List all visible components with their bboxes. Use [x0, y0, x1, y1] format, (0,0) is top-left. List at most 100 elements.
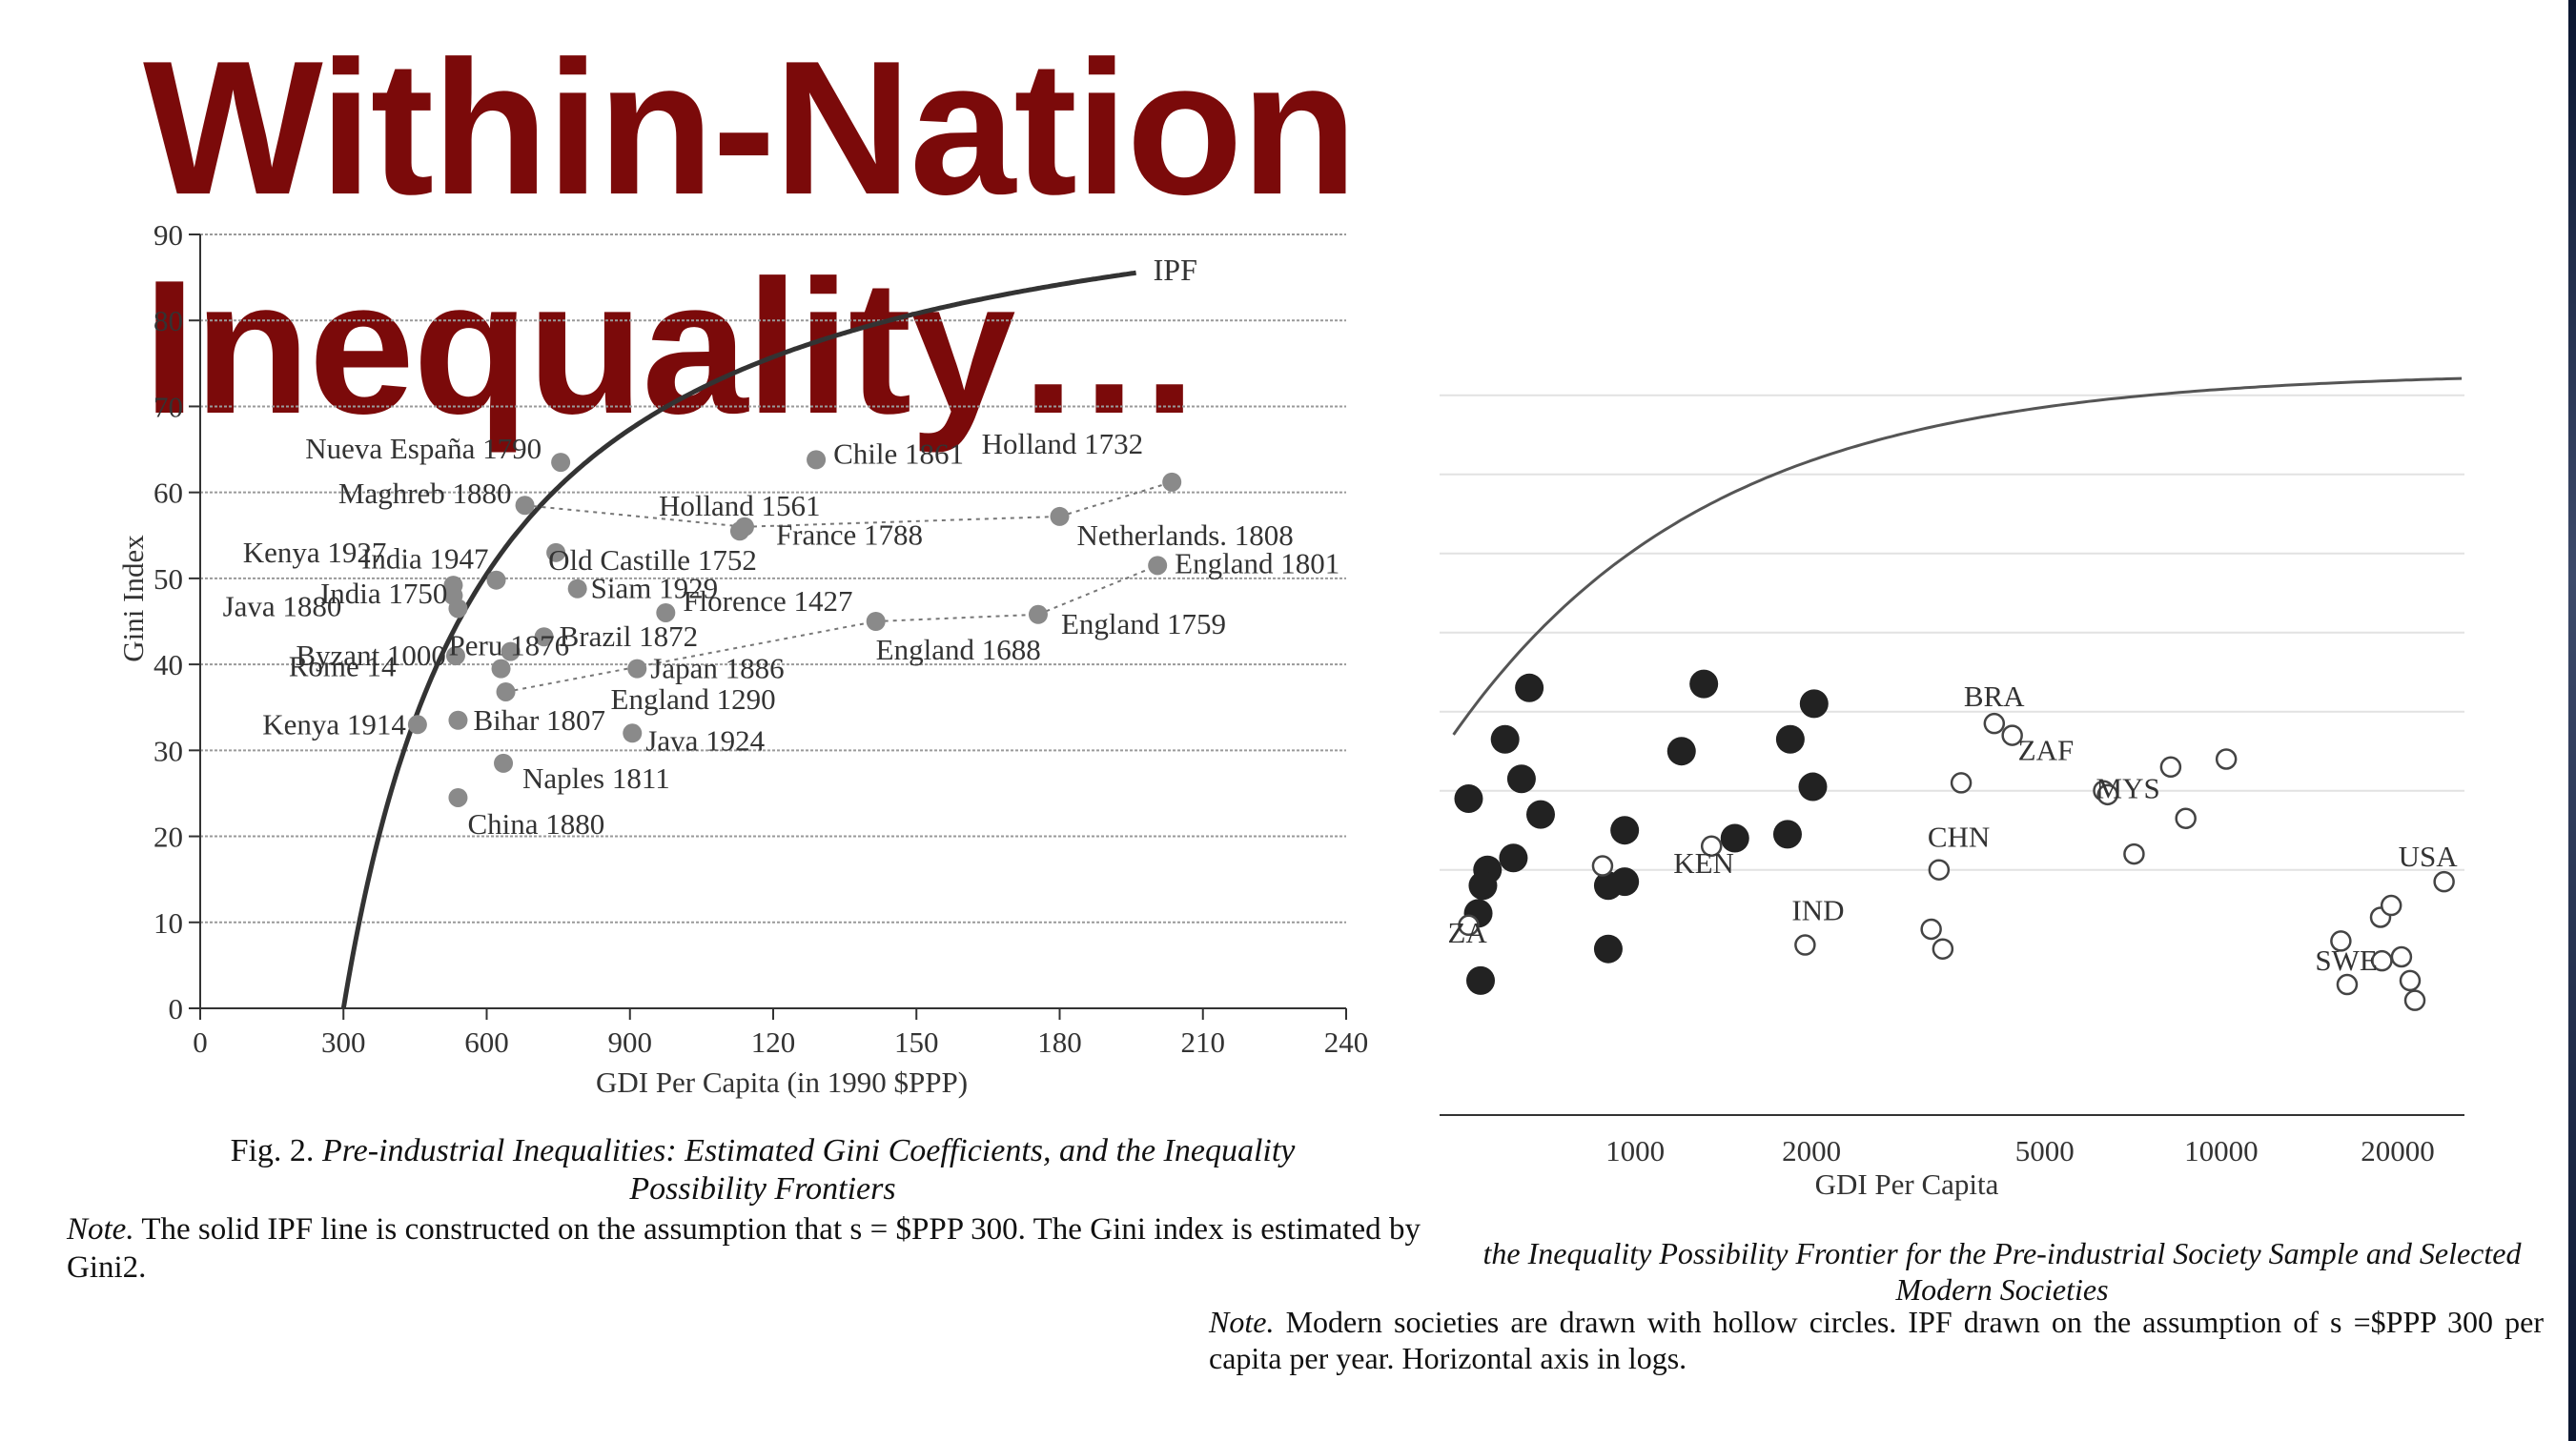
right-preindustrial-point — [1490, 724, 1520, 754]
left-y-tick-label: 30 — [153, 734, 183, 767]
right-label-za: ZA — [1447, 916, 1487, 949]
right-label-ind: IND — [1791, 894, 1844, 927]
left-label-byzant-1000: Byzant 1000 — [296, 639, 446, 672]
left-point-byzant-1000 — [445, 646, 465, 666]
right-preindustrial-point — [1772, 820, 1802, 849]
left-x-tick-label: 0 — [193, 1025, 208, 1059]
right-modern-point-swe — [2371, 949, 2393, 972]
right-label-zaf: ZAF — [2018, 734, 2075, 767]
right-modern-point — [1920, 918, 1942, 941]
left-x-axis-label: GDI Per Capita (in 1990 $PPP) — [596, 1066, 968, 1099]
left-point-england-1688 — [866, 612, 886, 631]
left-note-label: Note. — [67, 1212, 134, 1247]
left-label-france-1788: France 1788 — [776, 518, 923, 551]
right-modern-point-ken — [1700, 835, 1723, 858]
right-preindustrial-point — [1666, 737, 1696, 766]
left-x-tick-label: 180 — [1037, 1025, 1082, 1059]
left-label-kenya-1914: Kenya 1914 — [262, 707, 406, 741]
left-connector-line — [505, 620, 876, 693]
right-modern-point — [2096, 783, 2118, 806]
right-modern-point — [2330, 930, 2352, 952]
right-preindustrial-point — [1499, 843, 1528, 873]
left-figure-note: Note. The solid IPF line is constructed … — [67, 1210, 1421, 1287]
right-preindustrial-point — [1799, 689, 1829, 719]
left-point-nueva-espa-a-1790 — [551, 453, 571, 473]
left-label-bihar-1807: Bihar 1807 — [473, 703, 605, 737]
left-label-england-1688: England 1688 — [876, 633, 1041, 666]
left-points — [407, 450, 1182, 807]
right-preindustrial-point — [1798, 772, 1828, 802]
right-modern-point — [1950, 772, 1973, 794]
left-point-siam-1929 — [567, 578, 587, 599]
left-point-peru-1876 — [501, 641, 521, 661]
left-label-maghreb-1880: Maghreb 1880 — [338, 477, 512, 510]
left-label-india-1947: India 1947 — [361, 542, 488, 576]
left-label-florence-1427: Florence 1427 — [683, 584, 852, 618]
left-point-rome-14 — [491, 659, 511, 679]
right-modern-point-chn — [1928, 859, 1951, 881]
left-point-japan-1886 — [627, 659, 647, 679]
left-point-france-1788 — [729, 521, 749, 541]
left-point-england-1801 — [1148, 556, 1168, 576]
right-x-tick-label: 20000 — [2361, 1134, 2435, 1167]
left-label-england-1290: England 1290 — [611, 682, 776, 716]
right-label-mys: MYS — [2096, 772, 2160, 805]
left-point-bihar-1807 — [448, 710, 468, 730]
right-ipf-curve — [1452, 376, 2463, 736]
left-label-peru-1876: Peru 1876 — [449, 629, 570, 662]
left-label-naples-1811: Naples 1811 — [522, 761, 670, 795]
left-point-india-1947 — [486, 570, 506, 590]
right-preindustrial-point — [1454, 784, 1483, 813]
left-x-tick-label: 210 — [1181, 1025, 1226, 1059]
right-label-chn: CHN — [1928, 821, 1990, 854]
left-y-tick-label: 20 — [153, 821, 183, 854]
left-point-labels: Nueva España 1790 Chile 1861 Holland 1732 M… — [223, 427, 1340, 841]
right-figure-caption: the Inequality Possibility Frontier for … — [1482, 1236, 2522, 1307]
left-point-kenya-1914 — [407, 715, 427, 735]
right-preindustrial-point — [1689, 669, 1719, 699]
right-preindustrial-point — [1610, 816, 1640, 845]
left-y-tick-label: 70 — [153, 390, 183, 423]
left-label-brazil-1872: Brazil 1872 — [560, 619, 699, 653]
left-point-chile-1861 — [807, 450, 827, 470]
left-ipf-curve: IPF — [340, 253, 1197, 1009]
right-modern-point — [2403, 989, 2426, 1011]
right-grid — [1440, 394, 2464, 871]
left-point-england-1290 — [496, 681, 516, 701]
edge-image-strip — [2568, 0, 2576, 1441]
left-y-tick-label: 50 — [153, 562, 183, 596]
left-note-text: The solid IPF line is constructed on the… — [67, 1212, 1421, 1285]
left-grid — [200, 233, 1346, 923]
left-label-england-1801: England 1801 — [1175, 546, 1339, 579]
left-point-java-1880 — [448, 599, 468, 619]
right-modern-point — [2380, 894, 2402, 917]
left-point-florence-1427 — [656, 602, 676, 622]
left-point-old-castille-1752 — [546, 542, 566, 562]
right-x-axis-label: GDI Per Capita — [1815, 1167, 1999, 1201]
left-ipf-line — [340, 270, 1136, 1009]
left-x-tick-label: 120 — [751, 1025, 796, 1059]
left-connector-line — [875, 613, 1039, 622]
right-modern-point-zaf — [2001, 724, 2023, 746]
left-label-chile-1861: Chile 1861 — [833, 436, 964, 470]
right-note-label: Note. — [1209, 1305, 1275, 1339]
left-x-tick-label: 900 — [608, 1025, 653, 1059]
right-preindustrial-point — [1610, 867, 1640, 897]
right-preindustrial-point — [1466, 965, 1496, 995]
left-figure-caption: Fig. 2. Pre-industrial Inequalities: Est… — [181, 1132, 1344, 1208]
left-label-kenya-1927: Kenya 1927 — [243, 536, 387, 569]
left-connector-line — [1059, 480, 1173, 518]
right-x-tick-label: 1000 — [1605, 1134, 1665, 1167]
left-label-rome-14: Rome 14 — [289, 650, 397, 683]
right-label-bra: BRA — [1964, 680, 2025, 713]
right-point-labels: BRA ZAF MYS KEN CHN IND USA SWE ZA — [1447, 680, 2458, 977]
left-point-holland-1732 — [1162, 472, 1182, 492]
left-label-java-1924: Java 1924 — [645, 723, 765, 757]
left-point-java-1924 — [623, 723, 643, 743]
right-figure-note: Note. Modern societies are drawn with ho… — [1209, 1304, 2544, 1376]
right-axes: 1000 2000 5000 10000 20000 — [1440, 1114, 2464, 1167]
right-modern-point — [2159, 756, 2182, 779]
right-modern-point — [2175, 807, 2197, 829]
left-y-tick-label: 60 — [153, 477, 183, 510]
right-modern-point-usa — [2433, 870, 2455, 893]
